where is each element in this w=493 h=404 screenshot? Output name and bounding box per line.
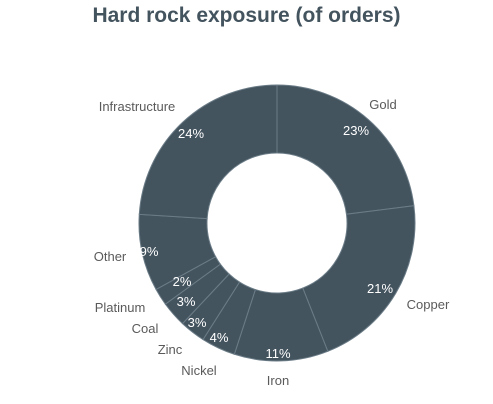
slice-percent-copper: 21% — [367, 281, 393, 296]
slice-name-platinum: Platinum — [95, 300, 146, 315]
slice-name-copper: Copper — [407, 297, 450, 312]
slice-gold — [276, 84, 415, 215]
slice-name-iron: Iron — [267, 373, 289, 388]
slice-percent-zinc: 3% — [188, 315, 207, 330]
slice-percent-coal: 3% — [177, 294, 196, 309]
slice-name-gold: Gold — [369, 97, 396, 112]
slice-name-coal: Coal — [132, 321, 159, 336]
chart-title: Hard rock exposure (of orders) — [92, 4, 401, 27]
slice-percent-gold: 23% — [343, 123, 369, 138]
slice-percent-nickel: 4% — [210, 330, 229, 345]
slice-percent-infrastructure: 24% — [178, 126, 204, 141]
slice-name-zinc: Zinc — [158, 342, 183, 357]
slice-copper — [302, 205, 416, 352]
slice-percent-platinum: 2% — [173, 274, 192, 289]
slice-percent-iron: 11% — [265, 346, 290, 361]
slice-infrastructure — [138, 84, 278, 220]
slice-name-nickel: Nickel — [181, 363, 217, 378]
slice-percent-other: 9% — [140, 244, 159, 259]
slice-name-infrastructure: Infrastructure — [99, 99, 176, 114]
slice-name-other: Other — [94, 249, 127, 264]
